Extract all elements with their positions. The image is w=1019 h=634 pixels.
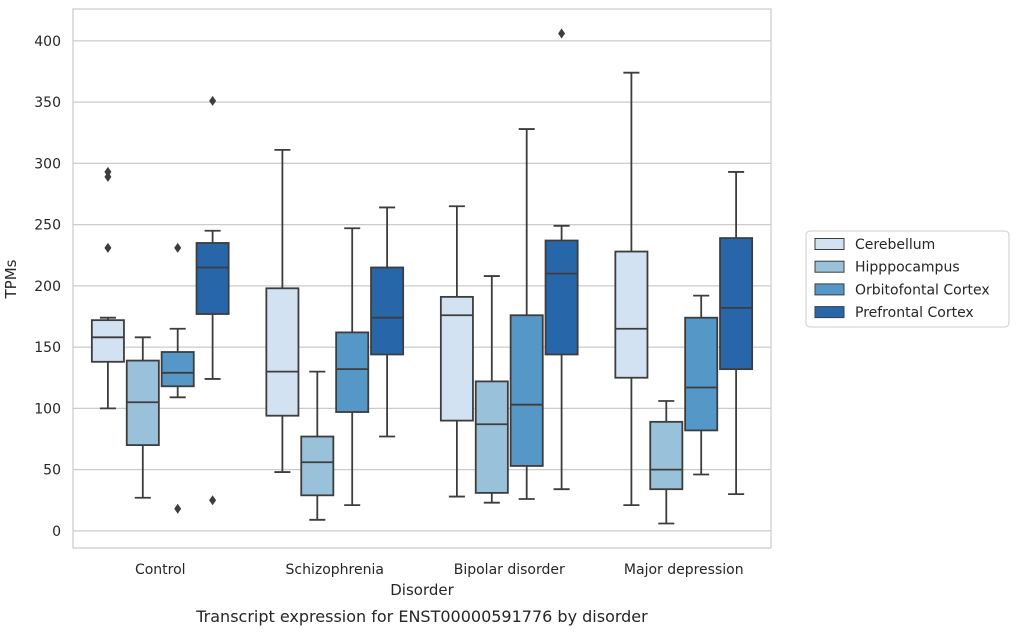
box-hipppocampus-major-depression-iqr [649,420,684,491]
box-orbitofontal-cortex-major-depression-iqr [684,316,719,432]
x-tick-label-schizophrenia: Schizophrenia [286,562,384,578]
box-prefrontal-cortex-schizophrenia-iqr [370,266,405,356]
box-orbitofontal-cortex-control-outlier-1 [174,242,182,253]
gridlines [73,40,771,532]
box-orbitofontal-cortex-schizophrenia-iqr [335,331,370,413]
legend-items: Cerebellum Hipppocampus Orbitofontal Corte… [814,237,990,321]
box-cerebellum-control-iqr [90,319,125,363]
series-hipppocampus [125,275,684,525]
legend-label-cerebellum: Cerebellum [855,237,935,253]
legend-frame [805,230,1010,328]
legend: Cerebellum Hipppocampus Orbitofontal Corte… [805,230,1010,328]
x-axis-ticks: Control Schizophrenia Bipolar disorder Majo… [135,562,744,578]
y-tick-label-50: 50 [43,463,61,479]
box-prefrontal-cortex-control-outlier-1 [209,95,217,106]
box-prefrontal-cortex-control-iqr [195,242,230,315]
box-cerebellum-bipolar-disorder-iqr [439,295,474,422]
box-orbitofontal-cortex-control-iqr [160,351,195,388]
y-tick-label-400: 400 [34,34,61,50]
y-tick-label-0: 0 [52,524,61,540]
legend-label-prefrontal-cortex: Prefrontal Cortex [855,305,974,321]
box-cerebellum-control-outlier-0 [104,242,112,253]
figure-caption: Transcript expression for ENST0000059177… [195,607,648,626]
box-orbitofontal-cortex-bipolar-disorder-iqr [509,314,544,467]
legend-label-hipppocampus: Hipppocampus [855,260,960,276]
y-tick-label-250: 250 [34,218,61,234]
x-tick-label-control: Control [135,562,186,578]
box-prefrontal-cortex-major-depression-iqr [719,237,754,371]
y-axis-label: TPMs [2,259,20,299]
box-prefrontal-cortex-control-outlier-0 [209,495,217,506]
series-prefrontal-cortex [195,28,754,506]
box-orbitofontal-cortex-control-outlier-0 [174,503,182,514]
y-tick-label-200: 200 [34,279,61,295]
series-cerebellum [90,71,649,507]
legend-swatch-prefrontal-cortex [814,306,845,319]
box-prefrontal-cortex-bipolar-disorder-iqr [544,239,579,356]
series-orbitofontal-cortex [160,128,719,514]
plot-area-frame [72,8,772,549]
y-axis-ticks: 0 50 100 150 200 250 300 350 400 [34,34,61,540]
y-tick-label-100: 100 [34,401,61,417]
y-tick-label-350: 350 [34,95,61,111]
x-tick-label-major-depression: Major depression [624,562,744,578]
box-series-layer [90,28,754,525]
box-hipppocampus-bipolar-disorder-iqr [474,380,509,494]
y-tick-label-300: 300 [34,156,61,172]
y-tick-label-150: 150 [34,340,61,356]
legend-swatch-hipppocampus [814,260,845,273]
legend-label-orbitofontal-cortex: Orbitofontal Cortex [855,282,990,298]
box-cerebellum-schizophrenia-iqr [265,287,300,417]
x-axis-label: Disorder [390,581,454,599]
legend-swatch-cerebellum [814,238,845,250]
box-cerebellum-major-depression-iqr [614,250,649,379]
box-hipppocampus-schizophrenia-iqr [300,435,335,497]
x-tick-label-bipolar-disorder: Bipolar disorder [454,562,565,578]
box-prefrontal-cortex-bipolar-disorder-outlier-0 [558,28,566,39]
legend-swatch-orbitofontal-cortex [814,283,845,296]
box-cerebellum-control-outlier-2 [104,166,112,177]
